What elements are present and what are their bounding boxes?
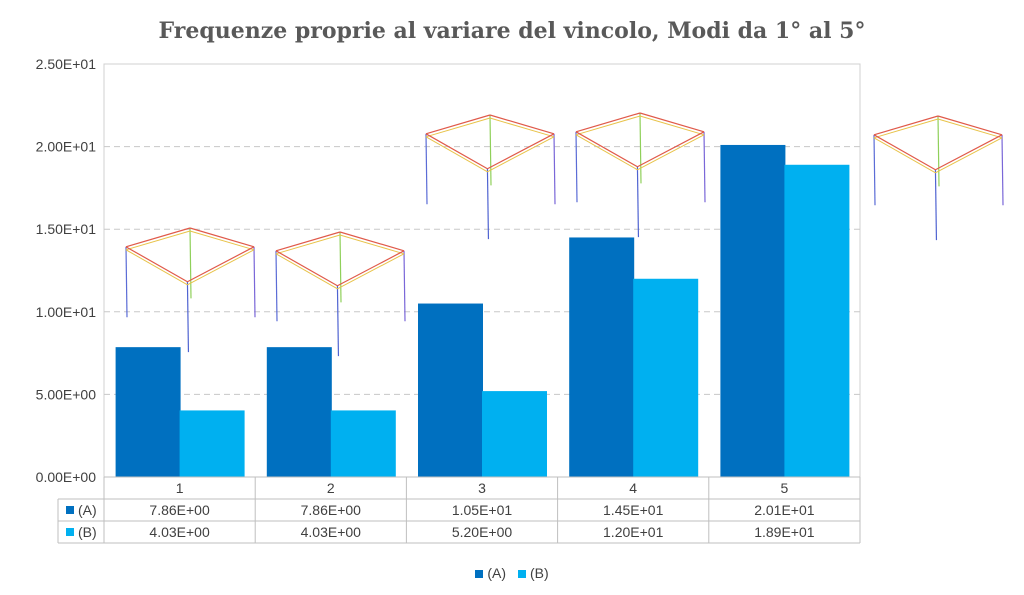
y-tick-label: 2.50E+01 (36, 56, 97, 72)
data-label: 4.03E+00 (149, 524, 210, 540)
x-tick-label: 2 (327, 480, 335, 496)
frame-mode-2-icon (275, 231, 406, 357)
bar-series-b (179, 410, 245, 477)
data-label: 2.01E+01 (754, 502, 815, 518)
frame-mode-3-icon (425, 114, 556, 240)
data-label: 1.45E+01 (603, 502, 664, 518)
legend-label-a: (A) (487, 565, 507, 581)
bar-series-a (115, 347, 181, 477)
bar-series-a (418, 303, 483, 477)
x-tick-label: 5 (781, 480, 789, 496)
data-label: 7.86E+00 (301, 502, 362, 518)
data-label: 1.20E+01 (603, 524, 664, 540)
data-label: 1.05E+01 (452, 502, 513, 518)
bar-series-a (266, 347, 332, 477)
y-tick-label: 1.00E+01 (36, 304, 97, 320)
table-series-name: (A) (78, 502, 97, 518)
y-tick-label: 5.00E+00 (36, 386, 97, 402)
data-label: 7.86E+00 (149, 502, 210, 518)
y-tick-label: 2.00E+01 (36, 139, 97, 155)
legend: (A) (B) (0, 565, 1024, 581)
data-label: 1.89E+01 (754, 524, 815, 540)
table-legend-key (66, 528, 74, 536)
table-legend-key (66, 506, 74, 514)
bar-series-b (784, 164, 850, 477)
x-tick-label: 3 (478, 480, 486, 496)
data-label: 4.03E+00 (301, 524, 362, 540)
frame-mode-5-icon (873, 115, 1004, 241)
frame-mode-4-icon (575, 112, 706, 238)
bar-series-b (482, 391, 547, 477)
y-tick-label: 0.00E+00 (36, 469, 97, 485)
bar-series-a (720, 144, 786, 477)
bar-series-b (330, 410, 396, 477)
legend-item-a: (A) (475, 565, 506, 581)
table-series-name: (B) (78, 524, 97, 540)
bar-series-b (633, 278, 699, 477)
legend-item-b: (B) (517, 565, 549, 581)
bar-series-a (569, 237, 635, 477)
legend-swatch-b (517, 570, 526, 579)
chart-title: Frequenze proprie al variare del vincolo… (158, 18, 866, 44)
legend-swatch-a (475, 570, 484, 579)
legend-label-b: (B) (529, 565, 549, 581)
data-label: 5.20E+00 (452, 524, 513, 540)
y-tick-label: 1.50E+01 (36, 221, 97, 237)
x-tick-label: 1 (176, 480, 184, 496)
x-tick-label: 4 (629, 480, 637, 496)
frame-mode-1-icon (125, 227, 256, 353)
